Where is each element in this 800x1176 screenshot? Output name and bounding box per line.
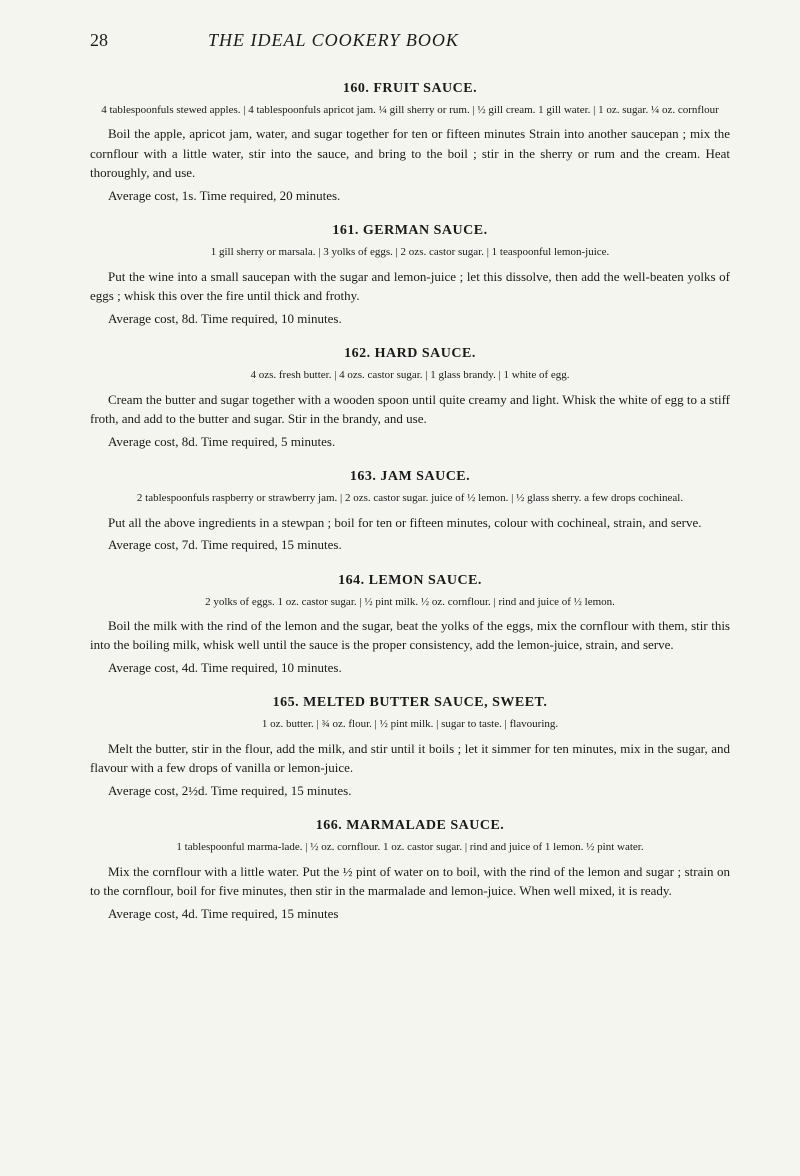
recipe-body: Cream the butter and sugar together with… bbox=[90, 390, 730, 429]
recipe-162: 162. HARD SAUCE. 4 ozs. fresh butter. | … bbox=[90, 346, 730, 451]
recipe-cost: Average cost, 4d. Time required, 15 minu… bbox=[90, 904, 730, 924]
recipe-165: 165. MELTED BUTTER SAUCE, SWEET. 1 oz. b… bbox=[90, 695, 730, 800]
recipe-body: Put the wine into a small saucepan with … bbox=[90, 267, 730, 306]
recipe-body: Boil the apple, apricot jam, water, and … bbox=[90, 124, 730, 183]
recipe-cost: Average cost, 8d. Time required, 10 minu… bbox=[90, 309, 730, 329]
recipe-cost: Average cost, 7d. Time required, 15 minu… bbox=[90, 535, 730, 555]
recipe-body: Boil the milk with the rind of the lemon… bbox=[90, 616, 730, 655]
recipe-ingredients: 4 tablespoonfuls stewed apples. | 4 tabl… bbox=[90, 103, 730, 118]
recipe-ingredients: 1 oz. butter. | ¾ oz. flour. | ½ pint mi… bbox=[90, 717, 730, 732]
recipe-title: 163. JAM SAUCE. bbox=[90, 469, 730, 485]
recipe-cost: Average cost, 8d. Time required, 5 minut… bbox=[90, 432, 730, 452]
recipe-cost: Average cost, 4d. Time required, 10 minu… bbox=[90, 658, 730, 678]
recipe-ingredients: 4 ozs. fresh butter. | 4 ozs. castor sug… bbox=[90, 368, 730, 383]
recipe-title: 164. LEMON SAUCE. bbox=[90, 573, 730, 589]
recipe-ingredients: 2 tablespoonfuls raspberry or strawberry… bbox=[90, 491, 730, 506]
recipe-title: 165. MELTED BUTTER SAUCE, SWEET. bbox=[90, 695, 730, 711]
book-title: THE IDEAL COOKERY BOOK bbox=[208, 30, 459, 51]
recipe-body: Mix the cornflour with a little water. P… bbox=[90, 862, 730, 901]
recipe-160: 160. FRUIT SAUCE. 4 tablespoonfuls stewe… bbox=[90, 81, 730, 205]
recipe-body: Put all the above ingredients in a stewp… bbox=[90, 513, 730, 533]
recipe-cost: Average cost, 1s. Time required, 20 minu… bbox=[90, 186, 730, 206]
recipe-title: 160. FRUIT SAUCE. bbox=[90, 81, 730, 97]
recipe-cost: Average cost, 2½d. Time required, 15 min… bbox=[90, 781, 730, 801]
page-header: 28 THE IDEAL COOKERY BOOK bbox=[90, 30, 730, 51]
recipe-ingredients: 1 gill sherry or marsala. | 3 yolks of e… bbox=[90, 245, 730, 260]
recipe-164: 164. LEMON SAUCE. 2 yolks of eggs. 1 oz.… bbox=[90, 573, 730, 678]
recipe-ingredients: 2 yolks of eggs. 1 oz. castor sugar. | ½… bbox=[90, 595, 730, 610]
recipe-163: 163. JAM SAUCE. 2 tablespoonfuls raspber… bbox=[90, 469, 730, 554]
page-number: 28 bbox=[90, 30, 108, 51]
recipe-title: 162. HARD SAUCE. bbox=[90, 346, 730, 362]
recipe-ingredients: 1 tablespoonful marma-lade. | ½ oz. corn… bbox=[90, 840, 730, 855]
recipe-166: 166. MARMALADE SAUCE. 1 tablespoonful ma… bbox=[90, 818, 730, 923]
recipe-body: Melt the butter, stir in the flour, add … bbox=[90, 739, 730, 778]
recipe-title: 166. MARMALADE SAUCE. bbox=[90, 818, 730, 834]
recipe-161: 161. GERMAN SAUCE. 1 gill sherry or mars… bbox=[90, 223, 730, 328]
recipe-title: 161. GERMAN SAUCE. bbox=[90, 223, 730, 239]
